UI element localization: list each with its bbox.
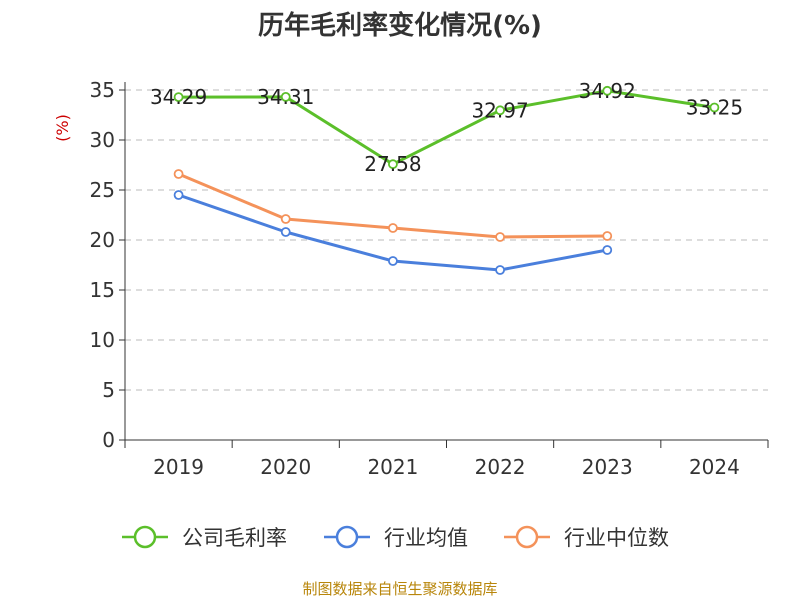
legend-swatch-marker bbox=[515, 525, 539, 549]
legend-label: 行业中位数 bbox=[564, 526, 669, 550]
data-label: 32.97 bbox=[471, 98, 528, 122]
data-point[interactable] bbox=[173, 169, 184, 179]
legend[interactable]: 公司毛利率 行业均值 行业中位数 bbox=[122, 525, 669, 550]
legend-item-2[interactable]: 行业中位数 bbox=[504, 525, 669, 550]
grid-lines bbox=[125, 89, 768, 391]
data-label: 34.29 bbox=[150, 85, 207, 109]
y-tick-label: 30 bbox=[90, 128, 115, 152]
x-tick-label: 2020 bbox=[260, 455, 311, 479]
chart-title: 历年毛利率变化情况(%) bbox=[258, 10, 542, 41]
series-line-0 bbox=[178, 89, 715, 166]
legend-swatch-marker bbox=[133, 525, 157, 549]
data-point[interactable] bbox=[280, 92, 291, 102]
data-point[interactable] bbox=[173, 190, 184, 200]
data-label: 27.58 bbox=[364, 152, 421, 176]
y-tick-label: 10 bbox=[90, 328, 115, 352]
y-tick-label: 20 bbox=[90, 228, 115, 252]
data-point[interactable] bbox=[602, 245, 613, 255]
legend-item-0[interactable]: 公司毛利率 bbox=[122, 525, 287, 550]
x-tick-label: 2022 bbox=[475, 455, 526, 479]
legend-swatch-marker bbox=[335, 525, 359, 549]
y-tick-label: 35 bbox=[90, 78, 115, 102]
x-tick-label: 2021 bbox=[367, 455, 418, 479]
y-tick-label: 15 bbox=[90, 278, 115, 302]
data-point[interactable] bbox=[495, 265, 505, 275]
data-point[interactable] bbox=[602, 85, 613, 96]
legend-label: 行业均值 bbox=[384, 526, 468, 550]
axes: 0 5 10 15 20 25 30 35 2019 2020 2021 2022 2023 2024 bbox=[90, 78, 769, 479]
data-point[interactable] bbox=[173, 92, 184, 102]
data-point[interactable] bbox=[280, 214, 291, 224]
data-label: 33.25 bbox=[686, 96, 743, 120]
legend-item-1[interactable]: 行业均值 bbox=[324, 525, 468, 550]
data-point[interactable] bbox=[709, 102, 720, 113]
x-tick-label: 2024 bbox=[689, 455, 740, 479]
x-tick-label: 2023 bbox=[582, 455, 633, 479]
y-tick-label: 25 bbox=[90, 178, 115, 202]
y-tick-label: 0 bbox=[102, 428, 115, 452]
data-point[interactable] bbox=[388, 159, 398, 170]
data-label: 34.92 bbox=[579, 79, 636, 103]
data-point[interactable] bbox=[602, 231, 613, 241]
data-point[interactable] bbox=[388, 223, 398, 233]
x-tick-label: 2019 bbox=[153, 455, 204, 479]
legend-label: 公司毛利率 bbox=[182, 526, 287, 550]
series-lines bbox=[173, 85, 720, 275]
data-label: 34.31 bbox=[257, 85, 314, 109]
data-point[interactable] bbox=[495, 105, 505, 116]
data-point[interactable] bbox=[280, 227, 291, 237]
y-tick-label: 5 bbox=[102, 378, 115, 402]
y-axis-label: (%) bbox=[53, 114, 72, 142]
data-labels: 34.29 34.31 27.58 32.97 34.92 33.25 bbox=[150, 79, 743, 176]
source-note: 制图数据来自恒生聚源数据库 bbox=[302, 580, 497, 598]
data-point[interactable] bbox=[388, 256, 398, 266]
data-point[interactable] bbox=[495, 232, 505, 242]
